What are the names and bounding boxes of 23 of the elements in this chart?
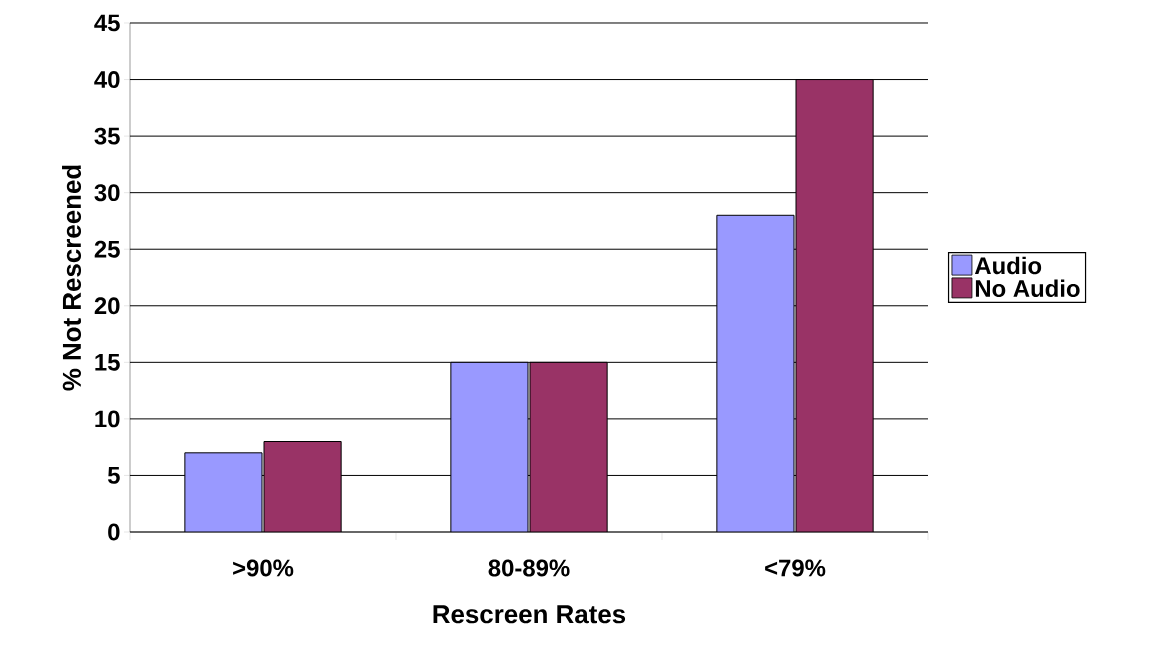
y-tick-label: 25 <box>94 240 120 258</box>
y-tick-label: 10 <box>95 410 120 428</box>
y-tick-label: 5 <box>107 467 120 484</box>
y-axis-title: % Not Rescreened <box>62 165 82 391</box>
y-tick-label: 45 <box>94 14 120 32</box>
legend-label: Audio <box>974 256 1042 275</box>
x-axis-title: Rescreen Rates <box>433 605 626 624</box>
bar <box>716 214 795 532</box>
y-tick-label: 40 <box>94 71 120 89</box>
y-tick-label: 20 <box>94 297 120 315</box>
bar <box>795 79 874 532</box>
bar <box>263 441 342 532</box>
x-tick-label: <79% <box>765 559 826 577</box>
y-tick-label: 15 <box>95 353 120 371</box>
y-tick-label: 35 <box>94 127 120 145</box>
bar <box>450 361 529 532</box>
x-tick-label: >90% <box>233 559 294 577</box>
bar <box>529 361 608 532</box>
legend-label: No Audio <box>975 279 1080 298</box>
x-tick-label: 80-89% <box>488 559 570 577</box>
y-tick-label: 30 <box>94 184 120 202</box>
bar <box>184 452 263 532</box>
y-tick-label: 0 <box>108 523 120 541</box>
